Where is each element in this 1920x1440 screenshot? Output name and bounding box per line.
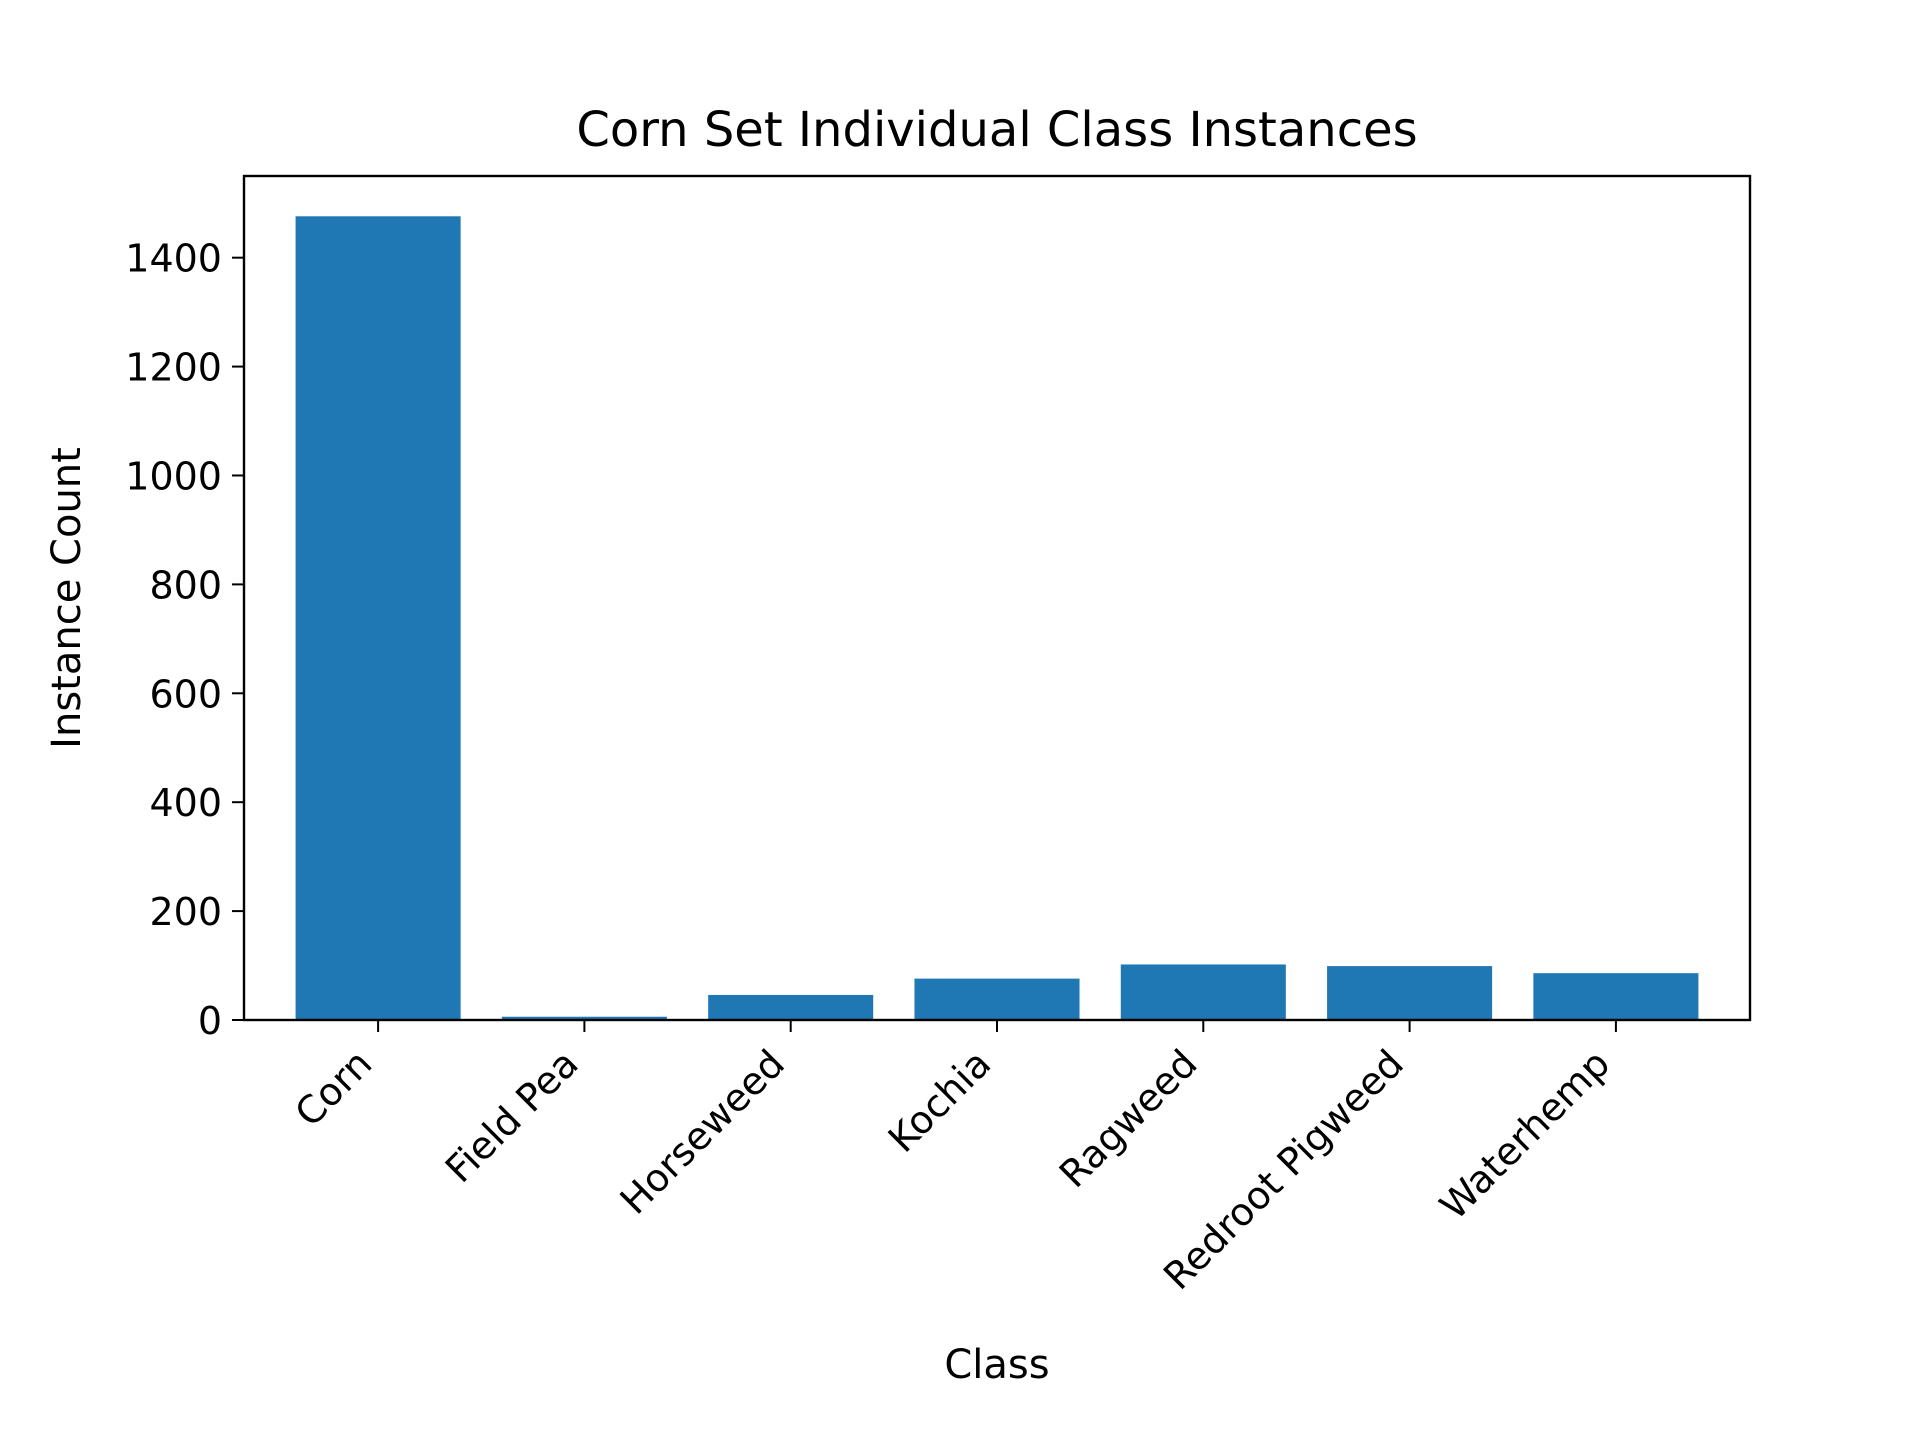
y-tick-label: 200	[149, 890, 222, 934]
y-tick-label: 600	[149, 672, 222, 716]
bar-horseweed	[708, 994, 874, 1020]
chart-title: Corn Set Individual Class Instances	[576, 102, 1417, 158]
y-tick-label: 400	[149, 781, 222, 825]
bar-field-pea	[501, 1016, 667, 1020]
plot-frame	[242, 174, 1752, 1022]
bar-ragweed	[1120, 964, 1286, 1020]
bars-group	[295, 216, 1699, 1020]
y-tick-label: 800	[149, 563, 222, 607]
bar-waterhemp	[1533, 973, 1699, 1020]
x-axis-label: Class	[944, 1342, 1049, 1388]
y-axis-ticks: 0 200 400 600 800 1000 1200 1400	[125, 237, 244, 1043]
bar-redroot-pigweed	[1327, 966, 1493, 1020]
bar-kochia	[914, 978, 1080, 1020]
y-tick-label: 1400	[125, 237, 222, 281]
bar-corn	[295, 216, 461, 1020]
y-tick-label: 1200	[125, 346, 222, 390]
y-axis-label: Instance Count	[44, 447, 90, 749]
y-tick-label: 1000	[125, 454, 222, 498]
y-tick-label: 0	[198, 999, 222, 1043]
